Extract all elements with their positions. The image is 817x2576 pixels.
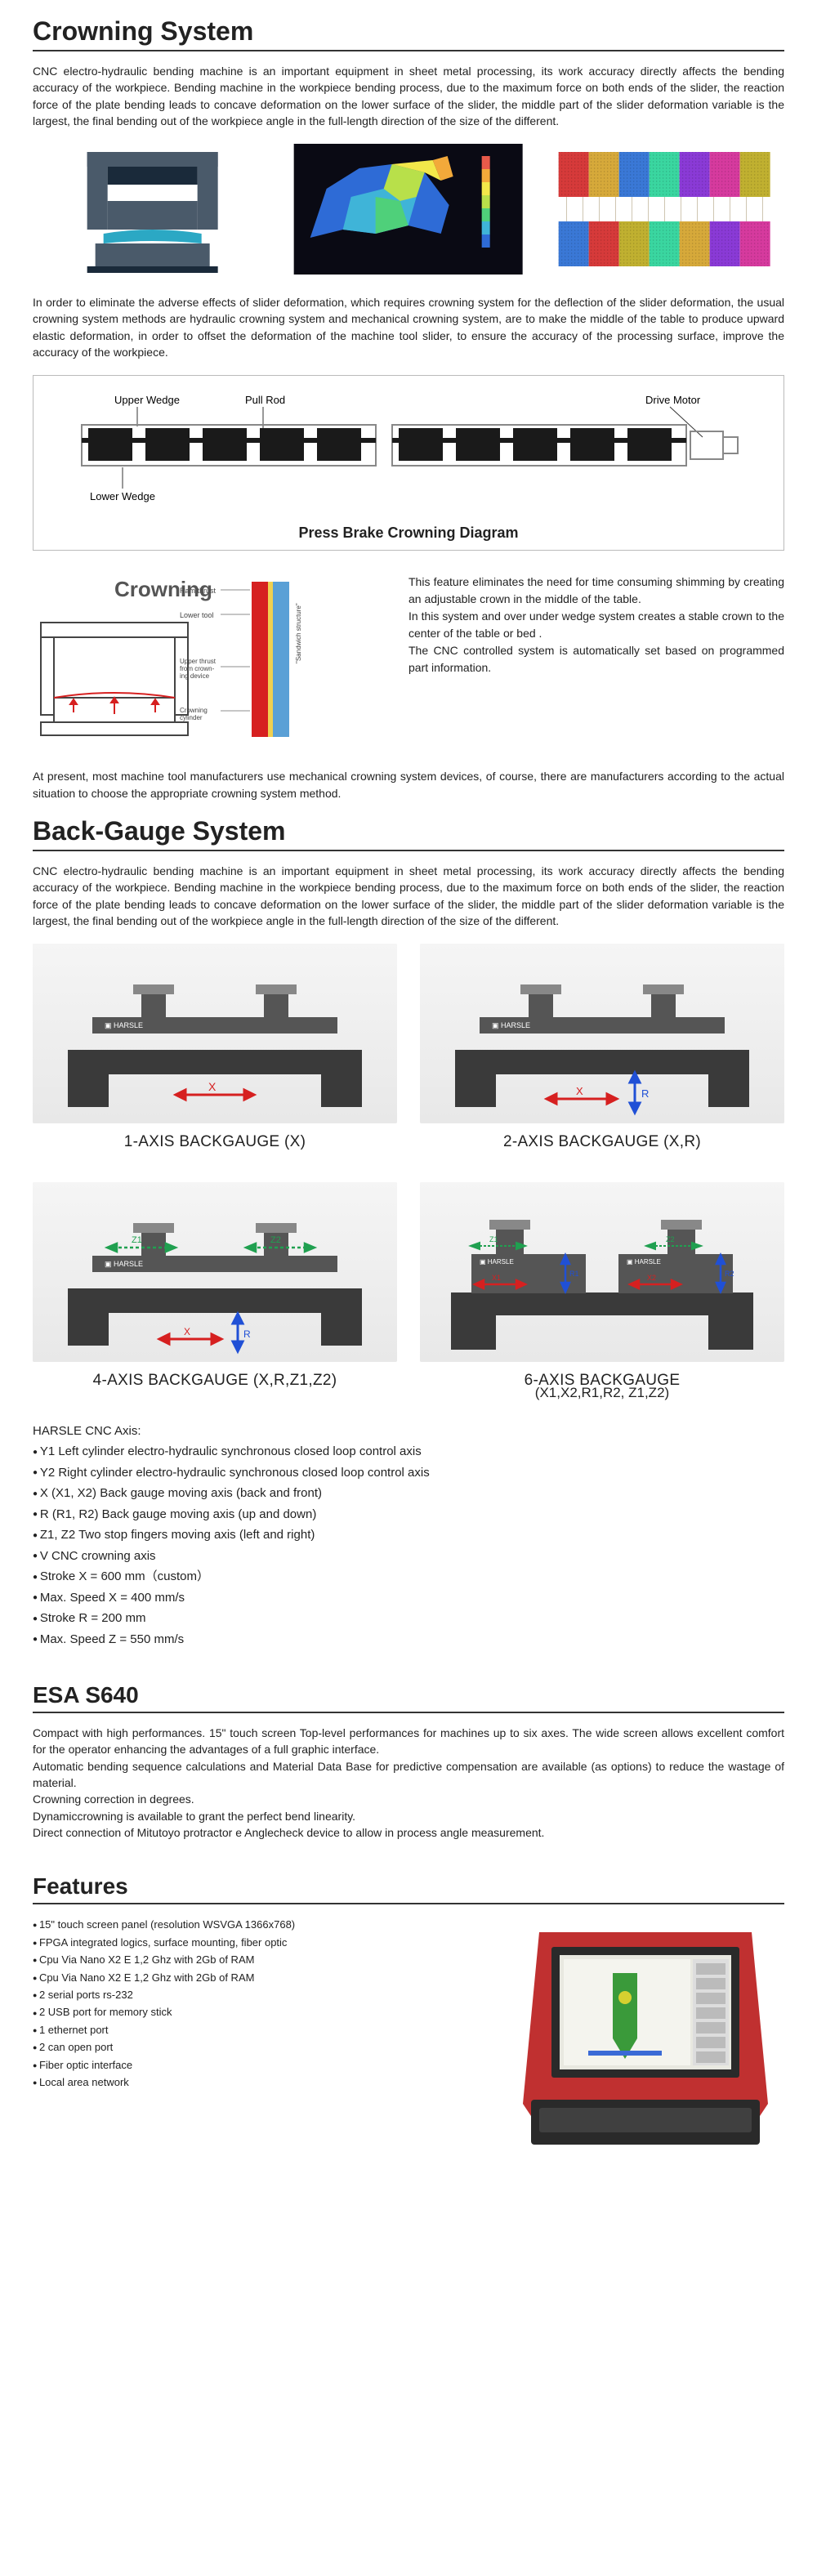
crowning-p1: CNC electro-hydraulic bending machine is… <box>33 63 784 129</box>
backgauge-cap1: 1-AXIS BACKGAUGE (X) <box>33 1133 397 1151</box>
backgauge-p1: CNC electro-hydraulic bending machine is… <box>33 863 784 929</box>
crowning-p3: At present, most machine tool manufactur… <box>33 768 784 801</box>
crowning-title: Crowning System <box>33 16 784 51</box>
axis-item: Max. Speed Z = 550 mm/s <box>33 1629 784 1650</box>
crowning-p2: In order to eliminate the adverse effect… <box>33 294 784 360</box>
axis-item: Y1 Left cylinder electro-hydraulic synch… <box>33 1441 784 1462</box>
label-lower-wedge: Lower Wedge <box>90 490 155 502</box>
backgauge-cap4b: (X1,X2,R1,R2, Z1,Z2) <box>420 1385 784 1401</box>
fabric-pattern-icon <box>545 144 784 275</box>
feature-item: 2 serial ports rs-232 <box>33 1986 482 2003</box>
fea-simulation-icon <box>288 144 528 275</box>
esa-title: ESA S640 <box>33 1682 784 1713</box>
svg-text:X2: X2 <box>647 1274 656 1282</box>
backgauge-4axis-img: ▣ HARSLE Z1 Z2 X R <box>33 1182 397 1362</box>
axis-item: V CNC crowning axis <box>33 1546 784 1567</box>
backgauge-row1: ▣ HARSLE X 1-AXIS BACKGAUGE (X) <box>33 944 784 1167</box>
feature-item: Cpu Via Nano X2 E 1,2 Ghz with 2Gb of RA… <box>33 1951 482 1968</box>
axis-item: Y2 Right cylinder electro-hydraulic sync… <box>33 1462 784 1484</box>
esa-para: Compact with high performances. 15" touc… <box>33 1725 784 1841</box>
svg-text:▣ HARSLE: ▣ HARSLE <box>480 1258 514 1266</box>
svg-text:R: R <box>641 1087 649 1100</box>
svg-text:Z2: Z2 <box>666 1235 675 1243</box>
svg-text:R: R <box>243 1328 251 1340</box>
feature-item: Local area network <box>33 2074 482 2091</box>
axis-item: Z1, Z2 Two stop fingers moving axis (lef… <box>33 1525 784 1546</box>
svg-text:▣ HARSLE: ▣ HARSLE <box>627 1258 661 1266</box>
backgauge-6axis-img: ▣ HARSLE ▣ HARSLE Z1 Z2 X1 X2 R1 R2 <box>420 1182 784 1362</box>
svg-text:Upper thrustfrom crown-ing dev: Upper thrustfrom crown-ing device <box>180 658 217 680</box>
features-row: 15" touch screen panel (resolution WSVGA… <box>33 1916 784 2161</box>
svg-text:▣ HARSLE: ▣ HARSLE <box>492 1021 530 1029</box>
axis-list: Y1 Left cylinder electro-hydraulic synch… <box>33 1441 784 1650</box>
svg-text:Z1: Z1 <box>489 1235 498 1243</box>
feature-item: Fiber optic interface <box>33 2056 482 2074</box>
features-title: Features <box>33 1873 784 1904</box>
features-list: 15" touch screen panel (resolution WSVGA… <box>33 1916 482 2091</box>
feature-item: 15" touch screen panel (resolution WSVGA… <box>33 1916 482 1933</box>
feature-item: FPGA integrated logics, surface mounting… <box>33 1934 482 1951</box>
backgauge-cap3: 4-AXIS BACKGAUGE (X,R,Z1,Z2) <box>33 1372 397 1390</box>
svg-text:X1: X1 <box>492 1274 501 1282</box>
svg-text:Lower tool: Lower tool <box>180 611 214 619</box>
label-pull-rod: Pull Rod <box>245 394 285 406</box>
axis-item: Stroke X = 600 mm（custom） <box>33 1566 784 1587</box>
svg-text:▣ HARSLE: ▣ HARSLE <box>105 1260 143 1268</box>
svg-text:▣ HARSLE: ▣ HARSLE <box>105 1021 143 1029</box>
svg-text:R1: R1 <box>569 1270 579 1278</box>
feature-item: 2 can open port <box>33 2038 482 2056</box>
axis-item: X (X1, X2) Back gauge moving axis (back … <box>33 1483 784 1504</box>
axis-heading: HARSLE CNC Axis: <box>33 1424 784 1438</box>
svg-text:Z2: Z2 <box>270 1235 281 1245</box>
svg-text:X: X <box>184 1326 190 1337</box>
svg-text:X: X <box>208 1080 217 1093</box>
crowning-diagram: Upper Wedge Pull Rod Drive Motor Lower W… <box>33 375 784 551</box>
axis-item: R (R1, R2) Back gauge moving axis (up an… <box>33 1504 784 1525</box>
svg-text:R2: R2 <box>725 1270 734 1278</box>
diagram-title: Press Brake Crowning Diagram <box>56 525 761 542</box>
crowning-detail-row: Crowning <box>33 574 784 745</box>
crowning-images-row <box>33 144 784 275</box>
svg-text:Z1: Z1 <box>132 1235 142 1245</box>
backgauge-2axis-img: ▣ HARSLE X R <box>420 944 784 1123</box>
axis-item: Stroke R = 200 mm <box>33 1608 784 1629</box>
backgauge-cap2: 2-AXIS BACKGAUGE (X,R) <box>420 1133 784 1151</box>
esa-console-img <box>507 1916 784 2161</box>
label-upper-wedge: Upper Wedge <box>114 394 180 406</box>
axis-item: Max. Speed X = 400 mm/s <box>33 1587 784 1609</box>
crowning-feature-text: This feature eliminates the need for tim… <box>408 574 784 676</box>
feature-item: Cpu Via Nano X2 E 1,2 Ghz with 2Gb of RA… <box>33 1969 482 1986</box>
svg-text:Ram thrust: Ram thrust <box>180 587 217 595</box>
svg-text:"Sandwich structure": "Sandwich structure" <box>295 604 302 664</box>
backgauge-row2: ▣ HARSLE Z1 Z2 X R 4-AXIS BACKGAUGE (X,R… <box>33 1182 784 1417</box>
svg-text:X: X <box>576 1085 583 1097</box>
label-drive-motor: Drive Motor <box>645 394 701 406</box>
backgauge-1axis-img: ▣ HARSLE X <box>33 944 397 1123</box>
press-brake-icon <box>33 144 272 275</box>
backgauge-title: Back-Gauge System <box>33 816 784 851</box>
feature-item: 1 ethernet port <box>33 2021 482 2038</box>
svg-text:Crowningcylinder: Crowningcylinder <box>180 707 208 721</box>
feature-item: 2 USB port for memory stick <box>33 2003 482 2020</box>
